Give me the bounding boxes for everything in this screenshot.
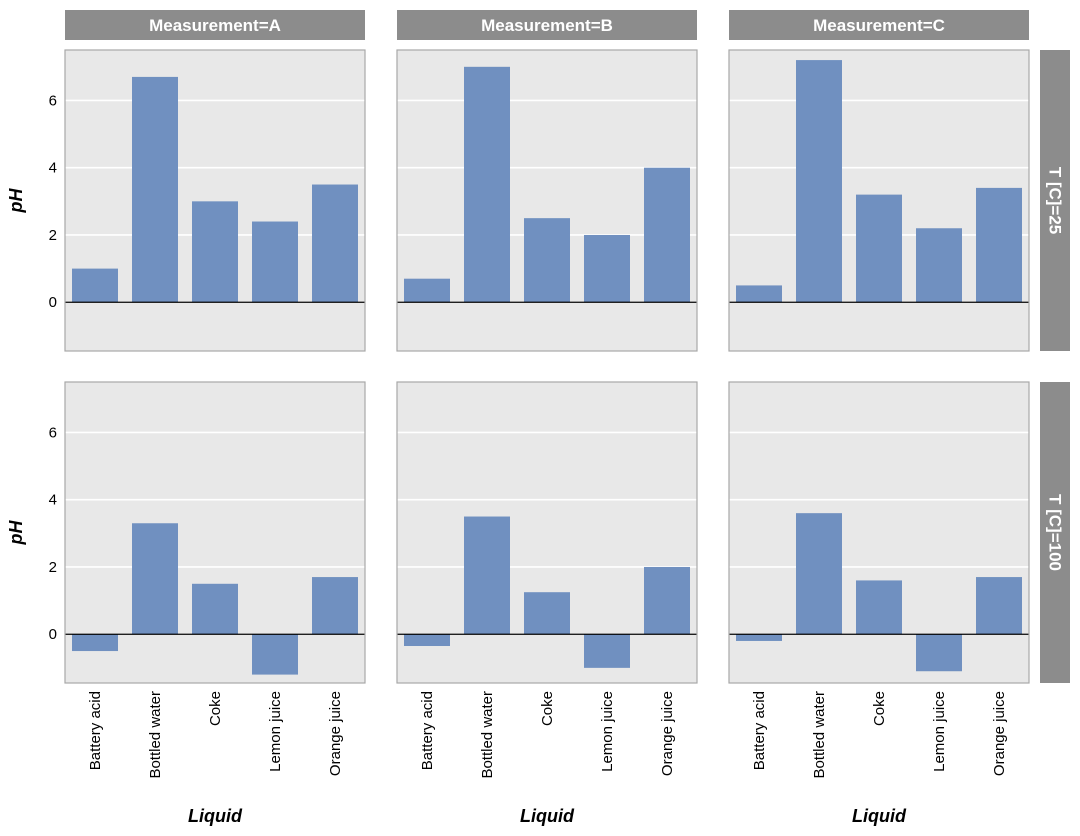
x-tick-label: Coke xyxy=(871,691,888,726)
bar-orange-juice xyxy=(976,187,1022,303)
bar-orange-juice xyxy=(644,167,690,303)
x-tick-label: Battery acid xyxy=(419,691,436,770)
panel-r1-c3 xyxy=(728,49,1030,352)
row-strip-label-1: T [C]=25 xyxy=(1046,167,1065,235)
x-axis-title: Liquid xyxy=(520,806,575,826)
x-tick-label: Bottled water xyxy=(811,691,828,779)
panel-r1-c1: 0 2 4 6 pH xyxy=(6,49,366,352)
bar-coke xyxy=(524,218,570,303)
panel-border xyxy=(728,49,1030,352)
bar-lemon-juice xyxy=(916,634,962,672)
bar-battery-acid xyxy=(72,634,118,652)
panel-border xyxy=(728,381,1030,684)
panel-border xyxy=(64,49,366,352)
column-strip-2 xyxy=(397,10,697,40)
bar-battery-acid xyxy=(736,634,782,641)
bar-orange-juice xyxy=(312,184,358,303)
column-strip-3 xyxy=(729,10,1029,40)
bar-battery-acid xyxy=(404,634,450,647)
panel-border xyxy=(64,381,366,684)
y-axis-title: pH xyxy=(6,188,26,214)
x-tick-label: Battery acid xyxy=(751,691,768,770)
x-tick-label: Coke xyxy=(539,691,556,726)
x-tick-label: Coke xyxy=(207,691,224,726)
panel-r2-c1: 0 2 4 6 pH Battery acid Bottled water Coke Lemon… xyxy=(6,381,366,826)
bar-lemon-juice xyxy=(252,634,298,675)
column-strip-1 xyxy=(65,10,365,40)
bar-orange-juice xyxy=(312,577,358,635)
x-tick-label: Bottled water xyxy=(147,691,164,779)
row-strip-2 xyxy=(1040,382,1070,683)
bar-lemon-juice xyxy=(916,228,962,303)
panel-r2-c2: Battery acid Bottled water Coke Lemon juice… xyxy=(396,381,698,826)
y-tick-label: 0 xyxy=(49,626,57,643)
y-tick-label: 4 xyxy=(49,160,57,177)
bar-coke xyxy=(192,201,238,303)
y-axis-title: pH xyxy=(6,520,26,546)
column-strip-label-1: Measurement=A xyxy=(149,16,281,35)
bar-battery-acid xyxy=(736,285,782,303)
bar-battery-acid xyxy=(404,278,450,303)
bar-lemon-juice xyxy=(584,234,630,303)
panel-r2-c3: Battery acid Bottled water Coke Lemon juice… xyxy=(728,381,1030,826)
x-tick-label: Lemon juice xyxy=(599,691,616,772)
y-tick-label: 0 xyxy=(49,294,57,311)
column-strip-label-3: Measurement=C xyxy=(813,16,945,35)
bar-bottled-water xyxy=(796,513,842,635)
x-tick-label: Orange juice xyxy=(327,691,344,776)
x-tick-label: Lemon juice xyxy=(267,691,284,772)
bar-coke xyxy=(192,583,238,635)
x-tick-label: Orange juice xyxy=(991,691,1008,776)
bar-bottled-water xyxy=(132,523,178,635)
bar-coke xyxy=(856,194,902,303)
y-tick-label: 2 xyxy=(49,559,57,576)
x-tick-label: Lemon juice xyxy=(931,691,948,772)
bar-bottled-water xyxy=(132,76,178,303)
x-tick-label: Orange juice xyxy=(659,691,676,776)
row-strip-label-2: T [C]=100 xyxy=(1046,494,1065,571)
panel-border xyxy=(396,49,698,352)
panel-border xyxy=(396,381,698,684)
bar-battery-acid xyxy=(72,268,118,303)
bar-coke xyxy=(524,592,570,635)
bar-lemon-juice xyxy=(252,221,298,303)
bar-orange-juice xyxy=(976,577,1022,635)
y-tick-label: 2 xyxy=(49,227,57,244)
x-tick-label: Battery acid xyxy=(87,691,104,770)
row-strip-1 xyxy=(1040,50,1070,351)
x-axis-title: Liquid xyxy=(852,806,907,826)
x-axis-title: Liquid xyxy=(188,806,243,826)
panel-r1-c2 xyxy=(396,49,698,352)
bar-lemon-juice xyxy=(584,634,630,668)
y-tick-label: 6 xyxy=(49,424,57,441)
column-strip-label-2: Measurement=B xyxy=(481,16,613,35)
y-tick-label: 4 xyxy=(49,492,57,509)
bar-orange-juice xyxy=(644,566,690,635)
bar-coke xyxy=(856,580,902,635)
bar-bottled-water xyxy=(796,60,842,303)
y-tick-label: 6 xyxy=(49,92,57,109)
x-tick-label: Bottled water xyxy=(479,691,496,779)
bar-bottled-water xyxy=(464,516,510,635)
bar-bottled-water xyxy=(464,66,510,303)
